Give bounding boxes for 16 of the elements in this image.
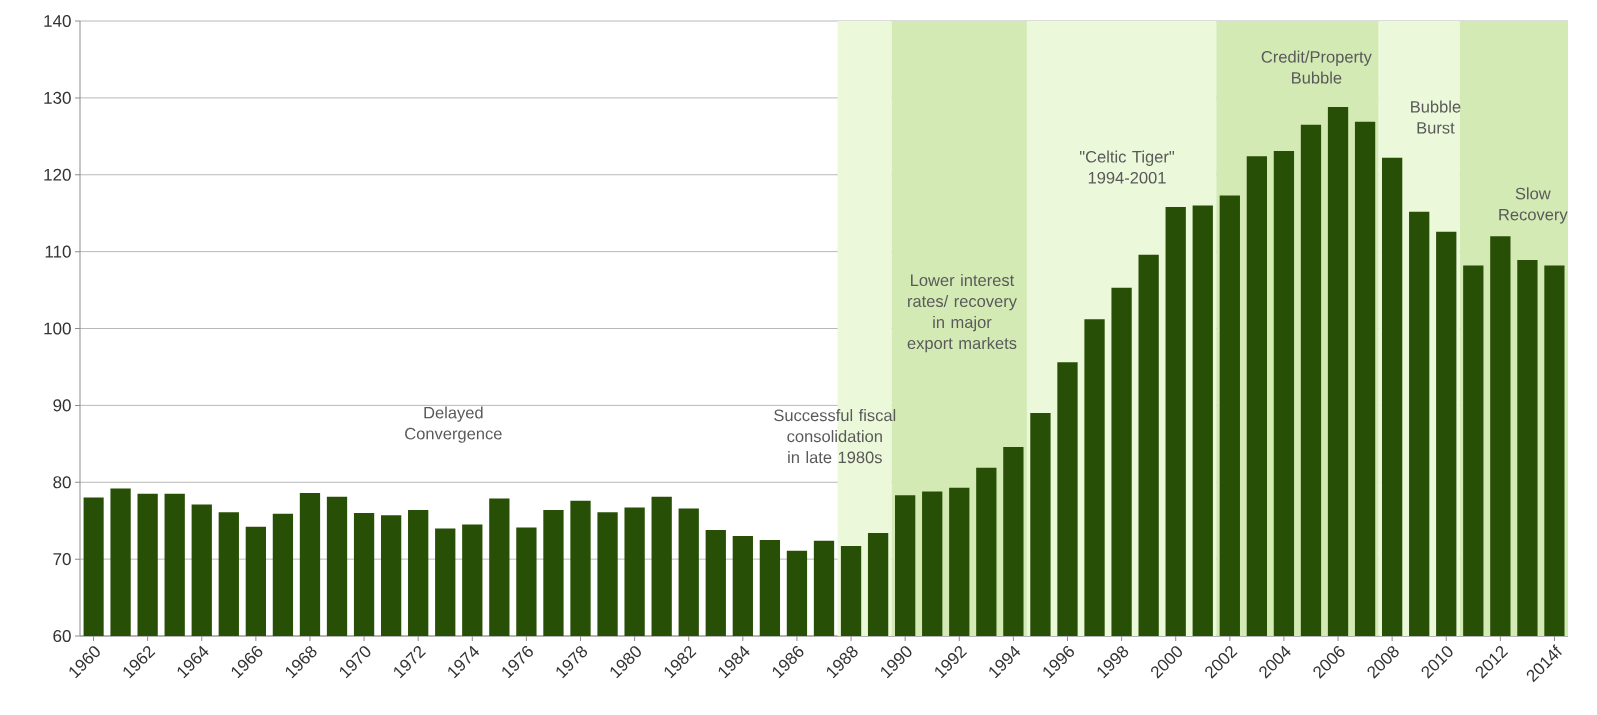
y-tick-label: 90 (53, 399, 71, 412)
y-tick-label: 80 (53, 476, 71, 489)
y-tick-label: 60 (53, 629, 71, 643)
y-tick-label: 120 (44, 168, 71, 181)
y-tick-label: 100 (44, 322, 71, 335)
annotation: Bubble Burst (1411, 100, 1461, 134)
annotation: Successful fiscal consolidation in late 1980s (774, 409, 896, 464)
y-tick-label: 130 (44, 91, 71, 104)
y-tick-label: 110 (45, 245, 71, 258)
annotation: Delayed Convergence (405, 406, 502, 443)
y-tick-label: 70 (53, 553, 71, 566)
annotation: "Celtic Tiger" 1994-2001 (1079, 150, 1175, 184)
annotation: Credit/Property Bubble (1261, 50, 1372, 84)
annotation: Slow Recovery (1499, 187, 1568, 224)
annotation: Lower interest rates/ recovery in major export markets (907, 273, 1017, 353)
y-tick-label: 140 (44, 14, 71, 28)
